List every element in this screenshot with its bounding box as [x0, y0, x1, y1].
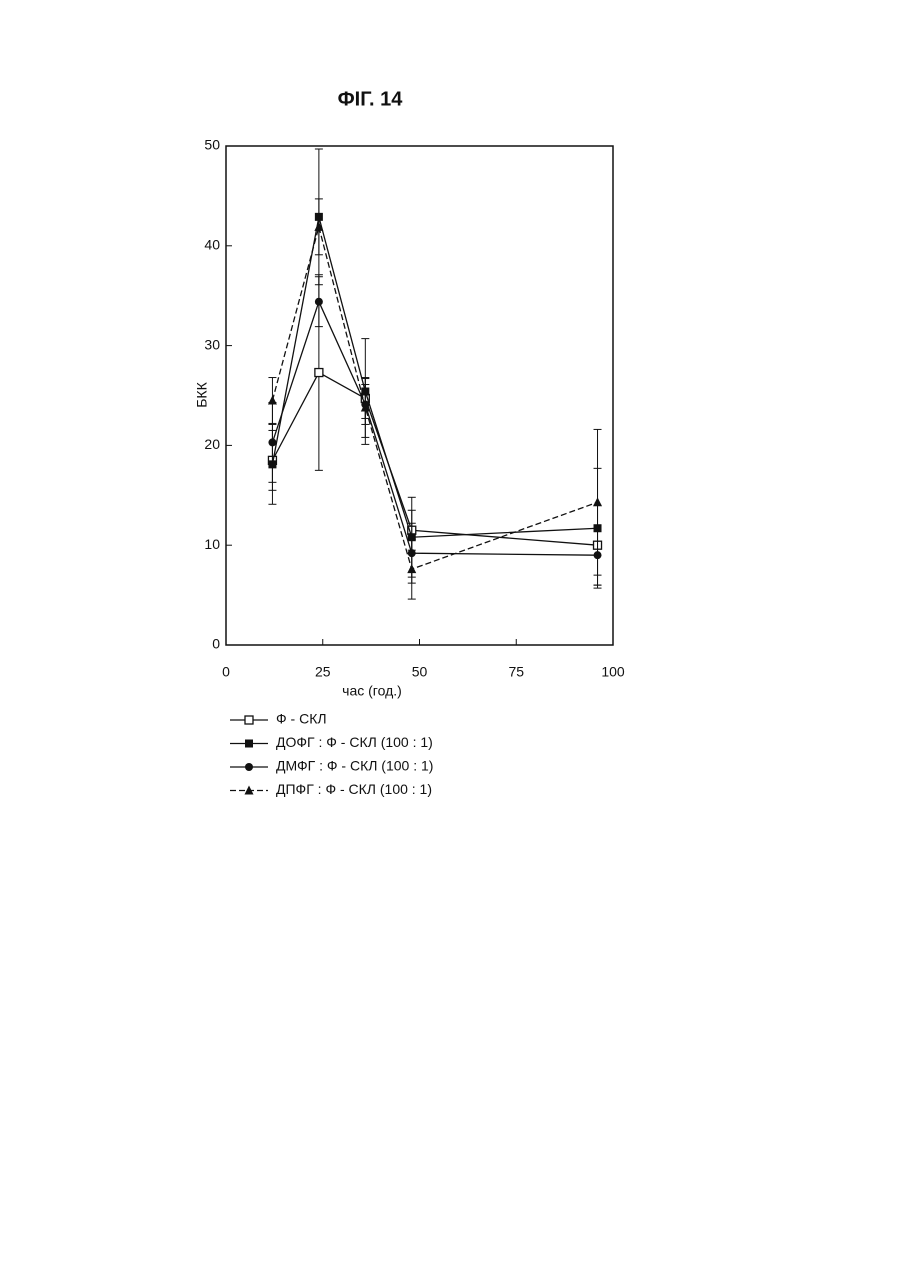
- legend-label: ДПФГ : Ф - СКЛ (100 : 1): [276, 781, 432, 797]
- y-tick-label: 40: [204, 237, 220, 253]
- x-tick-label: 25: [315, 664, 331, 680]
- y-axis-label: БКК: [194, 381, 210, 407]
- marker: [407, 564, 416, 573]
- y-tick-label: 10: [204, 536, 220, 552]
- legend-label: ДМФГ : Ф - СКЛ (100 : 1): [276, 758, 433, 774]
- marker: [245, 763, 253, 771]
- chart: ФІГ. 14 час (год.) БКК 0 10 20 30 40 50 0 25 50 7…: [0, 0, 900, 1273]
- x-tick-label: 0: [222, 664, 230, 680]
- marker: [268, 395, 277, 404]
- y-tick-label: 0: [212, 636, 220, 652]
- marker: [593, 497, 602, 506]
- x-axis-label: час (год.): [342, 683, 402, 699]
- series-line: [272, 302, 597, 555]
- legend-label: Ф - СКЛ: [276, 711, 327, 727]
- y-tick-label: 50: [204, 137, 220, 153]
- series-line: [272, 227, 597, 569]
- y-tick-label: 20: [204, 436, 220, 452]
- x-tick-label: 100: [601, 664, 625, 680]
- marker: [268, 438, 276, 446]
- page: {"chart_data": {"type": "line", "title":…: [0, 0, 900, 1278]
- x-tick-label: 75: [508, 664, 524, 680]
- legend-label: ДОФГ : Ф - СКЛ (100 : 1): [276, 734, 433, 750]
- marker: [315, 369, 323, 377]
- plot-frame: [226, 146, 613, 645]
- marker: [315, 298, 323, 306]
- chart-title: ФІГ. 14: [338, 88, 404, 110]
- marker: [245, 716, 253, 724]
- y-tick-label: 30: [204, 336, 220, 352]
- marker: [245, 740, 253, 748]
- x-tick-label: 50: [412, 664, 428, 680]
